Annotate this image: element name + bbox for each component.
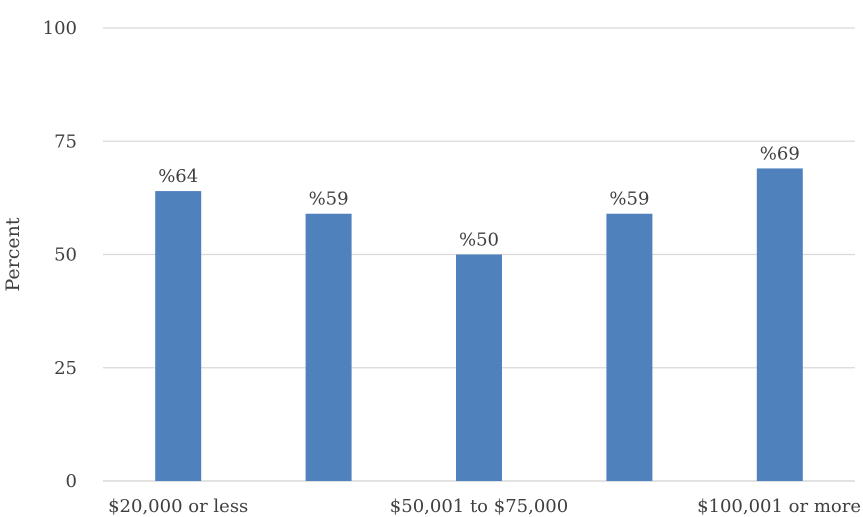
- y-axis-ticks: 0 25 50 75 100: [43, 18, 77, 492]
- bars: [155, 168, 803, 482]
- bar: [456, 254, 502, 481]
- x-axis-ticks: $20,000 or less $50,001 to $75,000 $100,00…: [108, 496, 861, 517]
- y-tick-label: 25: [54, 358, 77, 379]
- x-tick-label: $50,001 to $75,000: [390, 496, 568, 517]
- x-tick-label: $100,001 or more: [697, 496, 861, 517]
- data-label: %64: [158, 166, 198, 187]
- y-tick-label: 50: [54, 245, 77, 266]
- bar: [606, 213, 653, 482]
- y-tick-label: 100: [43, 18, 77, 39]
- y-axis-title: Percent: [2, 217, 24, 291]
- data-label: %59: [309, 189, 349, 210]
- data-label: %69: [760, 143, 800, 164]
- data-label: %59: [609, 189, 649, 210]
- y-tick-label: 75: [54, 131, 77, 152]
- data-label: %50: [459, 230, 499, 251]
- bar: [305, 213, 352, 482]
- bar: [155, 191, 202, 481]
- x-tick-label: $20,000 or less: [108, 496, 248, 517]
- data-labels: %64 %59 %50 %59 %69: [158, 143, 800, 250]
- bar: [756, 168, 803, 481]
- y-tick-label: 0: [66, 471, 77, 492]
